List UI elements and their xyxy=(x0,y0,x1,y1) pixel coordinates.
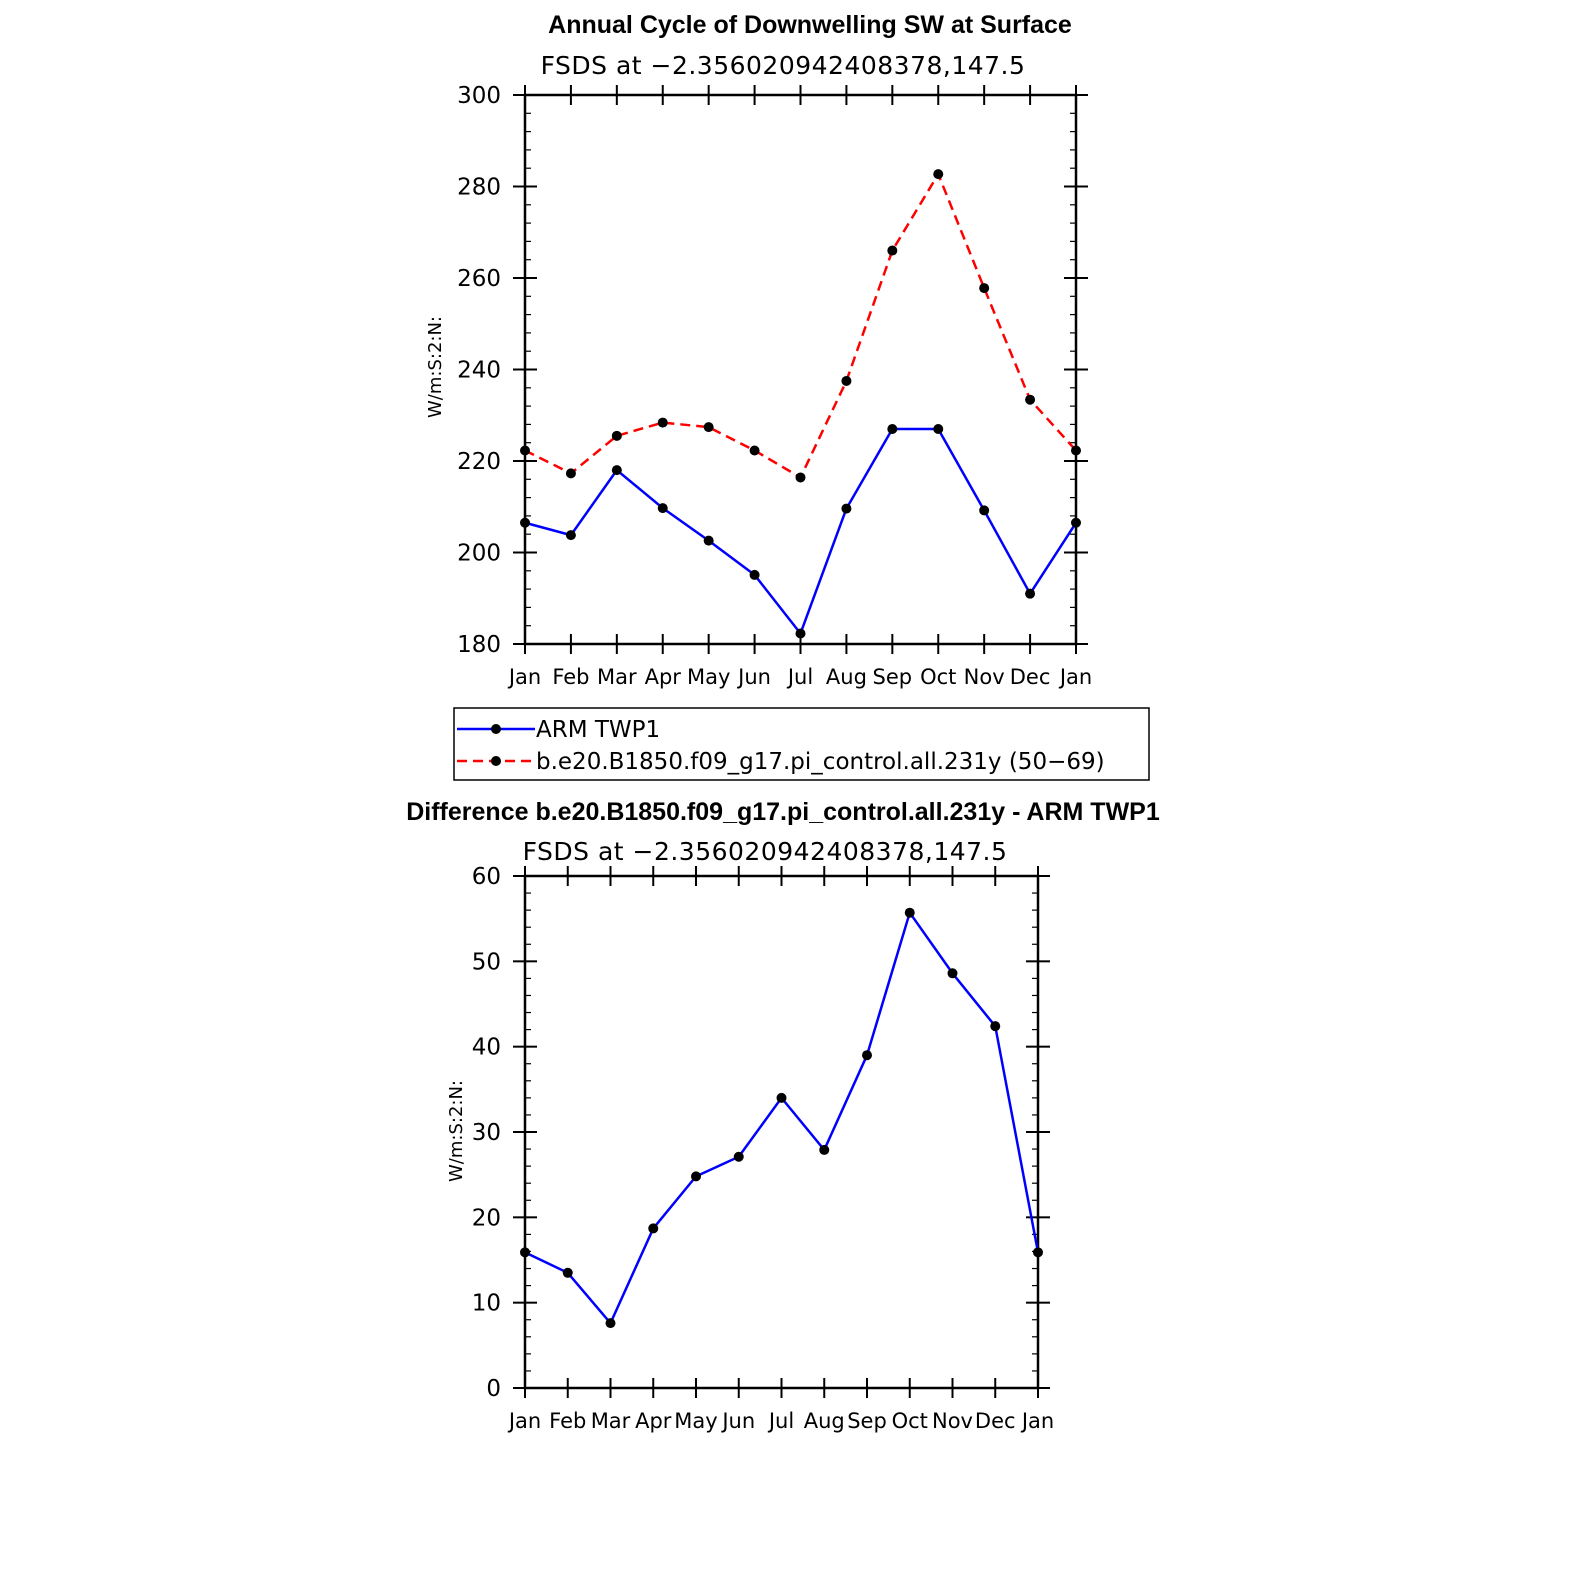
chart2-x-tick-label: May xyxy=(674,1409,717,1433)
chart2-series-1-point xyxy=(819,1144,830,1155)
chart2-y-tick-label: 60 xyxy=(472,864,501,890)
chart1-series-1-point xyxy=(795,628,806,639)
chart1-y-tick-label: 220 xyxy=(457,449,501,475)
chart1-series-1-point xyxy=(565,530,576,541)
chart1-series-2-point xyxy=(565,468,576,479)
chart1-x-tick-label: Jan xyxy=(1058,665,1092,689)
chart2-series-1-point xyxy=(990,1021,1001,1032)
chart1-series-2-point xyxy=(1071,445,1081,456)
chart1-title: Annual Cycle of Downwelling SW at Surfac… xyxy=(548,11,1072,39)
chart2-y-axis-label: W/m:S:2:N: xyxy=(446,1080,467,1182)
chart2-x-tick-label: Feb xyxy=(549,1409,586,1433)
chart2-series-1-point xyxy=(562,1267,573,1278)
chart2-x-tick-label: Aug xyxy=(804,1409,845,1433)
chart1-series-2-line xyxy=(524,172,1077,479)
chart2-x-tick-label: Nov xyxy=(932,1409,973,1433)
chart1-series-2-point xyxy=(657,417,668,428)
legend: ARM TWP1 b.e20.B1850.f09_g17.pi_control.… xyxy=(453,707,1150,781)
chart2-x-tick-label: Jul xyxy=(767,1409,794,1433)
chart2-subtitle: FSDS at −2.356020942408378,147.5 xyxy=(523,837,1008,866)
chart2-series-1-point xyxy=(733,1151,744,1162)
chart2-series-1-point xyxy=(605,1318,616,1329)
chart1-x-tick-label: Jun xyxy=(736,665,771,689)
chart2-series-1-point xyxy=(776,1092,787,1103)
chart1-x-tick-label: Jul xyxy=(786,665,813,689)
legend-label-series-2: b.e20.B1850.f09_g17.pi_control.all.231y … xyxy=(536,749,1105,775)
chart1-series-2-point xyxy=(1025,394,1036,405)
chart1-series-1-point xyxy=(1071,517,1081,528)
chart2-x-tick-label: Jun xyxy=(720,1409,755,1433)
chart1-x-tick-label: Sep xyxy=(873,665,913,689)
chart1-x-tick-label: May xyxy=(687,665,730,689)
chart1-series-1-point xyxy=(1025,588,1036,599)
chart1-frame xyxy=(523,93,1078,646)
chart1-series-2-point xyxy=(887,245,898,256)
chart2-y-tick-label: 20 xyxy=(472,1205,501,1231)
chart2-title: Difference b.e20.B1850.f09_g17.pi_contro… xyxy=(406,798,1160,826)
chart2-series-1-point xyxy=(904,907,915,918)
chart1-y-tick-label: 240 xyxy=(457,358,501,384)
chart1-series-1-point xyxy=(979,505,990,516)
chart1-series-1-point xyxy=(703,535,714,546)
chart1-y-tick-label: 280 xyxy=(457,175,501,201)
chart1-series-2-point xyxy=(703,422,714,433)
legend-marker-series-2 xyxy=(491,756,501,766)
chart1-series-2-point xyxy=(520,445,530,456)
chart1-y-tick-label: 180 xyxy=(457,632,501,658)
chart1-series-2-point xyxy=(749,445,760,456)
chart1-series-1-point xyxy=(887,423,898,434)
chart2-y-tick-label: 40 xyxy=(472,1035,501,1061)
chart1-series-1-point xyxy=(933,423,944,434)
chart2-x-tick-label: Dec xyxy=(975,1409,1016,1433)
chart1-plot: Jan Feb Mar Apr May Jun Jul Aug Sep Oct Nov Dec Jan1… xyxy=(457,83,1092,689)
chart2-plot: Jan Feb Mar Apr May Jun Jul Aug Sep Oct Nov Dec Jan0… xyxy=(472,864,1054,1433)
chart1-series-2-point xyxy=(933,169,944,180)
chart2-series-1-point xyxy=(691,1171,701,1182)
chart2-series-1-point xyxy=(1033,1247,1043,1258)
chart1-subtitle: FSDS at −2.356020942408378,147.5 xyxy=(541,51,1026,80)
chart1-y-tick-label: 200 xyxy=(457,541,501,567)
chart1-series-1-point xyxy=(749,569,760,580)
chart2-x-tick-label: Sep xyxy=(847,1409,887,1433)
chart2-series-1-line xyxy=(524,911,1040,1325)
chart2-series-1-point xyxy=(520,1247,530,1258)
chart2-y-tick-label: 10 xyxy=(472,1291,501,1317)
chart2-x-tick-label: Mar xyxy=(591,1409,631,1433)
chart2-x-tick-label: Jan xyxy=(507,1409,541,1433)
chart1-series-2-point xyxy=(979,283,990,294)
chart2-series-1-point xyxy=(947,968,958,979)
chart1-series-1-point xyxy=(841,503,852,514)
chart1-series-2-point xyxy=(841,375,852,386)
chart1-x-tick-label: Jan xyxy=(507,665,541,689)
chart1-x-tick-label: Feb xyxy=(552,665,589,689)
legend-marker-series-1 xyxy=(491,724,501,734)
chart2-y-tick-label: 50 xyxy=(472,949,501,975)
chart1-series-1-line xyxy=(524,427,1078,635)
chart2-x-tick-label: Jan xyxy=(1020,1409,1054,1433)
chart2-series-1-point xyxy=(862,1050,872,1061)
chart2-y-tick-label: 0 xyxy=(486,1376,501,1402)
chart2-x-tick-label: Oct xyxy=(892,1409,928,1433)
chart1-x-tick-label: Apr xyxy=(645,665,682,689)
chart1-x-tick-label: Nov xyxy=(964,665,1005,689)
chart2-series-1-point xyxy=(648,1223,659,1234)
chart1-y-axis-label: W/m:S:2:N: xyxy=(425,316,446,418)
chart1-series-1-point xyxy=(657,503,668,514)
legend-box xyxy=(453,707,1150,781)
chart1-x-tick-label: Oct xyxy=(920,665,956,689)
chart1-y-tick-label: 300 xyxy=(457,83,501,109)
chart1-x-tick-label: Aug xyxy=(826,665,867,689)
chart1-x-tick-label: Dec xyxy=(1010,665,1051,689)
chart2-y-tick-label: 30 xyxy=(472,1120,501,1146)
chart1-series-2-point xyxy=(611,430,622,441)
chart1-series-2-point xyxy=(795,472,806,483)
chart1-y-tick-label: 260 xyxy=(457,266,501,292)
chart1-series-1-point xyxy=(611,465,622,476)
chart1-x-tick-label: Mar xyxy=(597,665,637,689)
legend-label-series-1: ARM TWP1 xyxy=(536,717,660,743)
chart2-x-tick-label: Apr xyxy=(635,1409,672,1433)
chart1-series-1-point xyxy=(520,517,530,528)
